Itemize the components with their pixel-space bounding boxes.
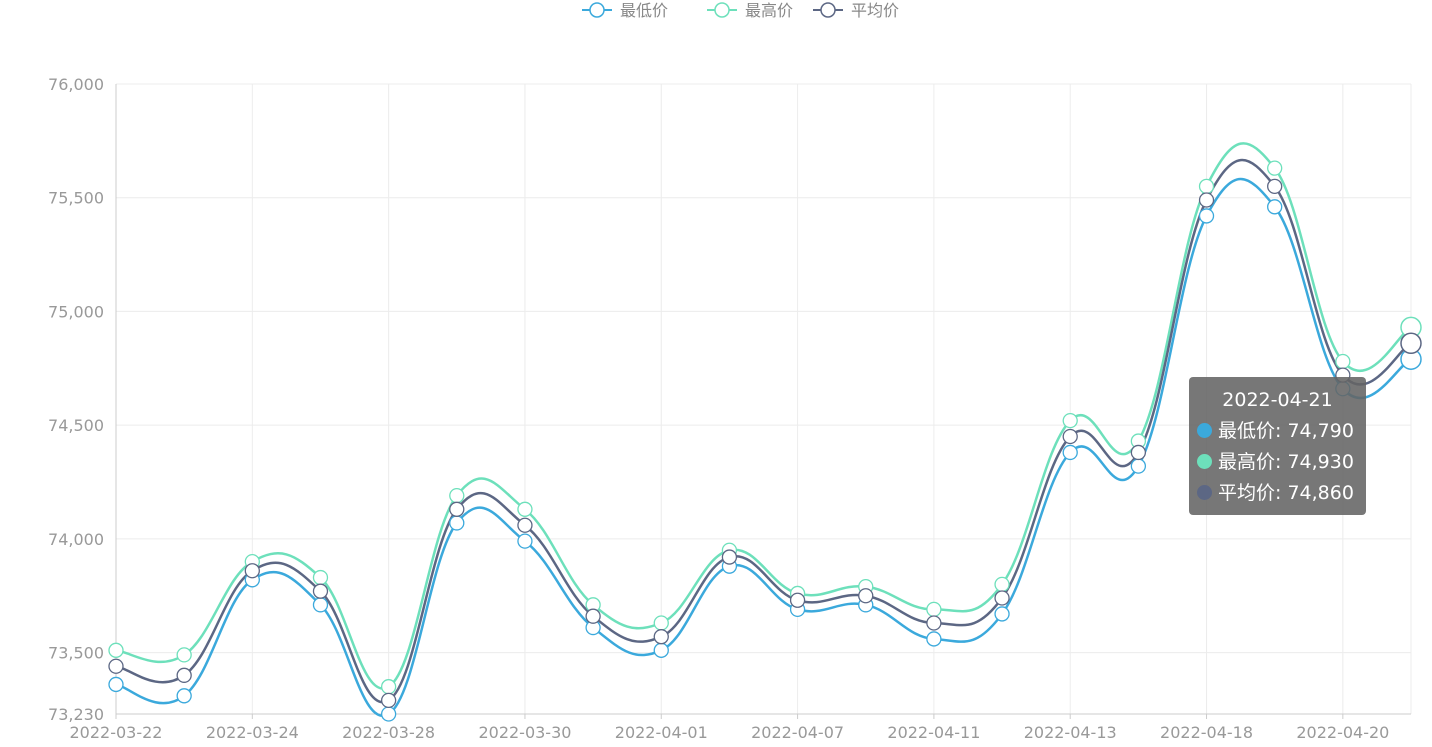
tooltip-row-avg: 平均价: 74,860: [1197, 478, 1358, 509]
tooltip-row-max: 最高价: 74,930: [1197, 447, 1358, 478]
points-layer: [108, 160, 1422, 722]
point-min-2022-04-12: [994, 606, 1010, 622]
point-min-2022-04-18: [1198, 208, 1215, 224]
point-min-2022-03-28: [380, 706, 397, 722]
point-avg-2022-04-19: [1267, 178, 1283, 194]
point-avg-2022-03-25: [312, 583, 329, 599]
legend-label-max: 最高价: [745, 1, 793, 20]
point-max-2022-04-11: [926, 601, 942, 618]
tooltip: 2022-04-21 最低价: 74,790 最高价: 74,930 平均价: …: [1189, 377, 1366, 515]
point-avg-2022-04-08: [858, 588, 874, 604]
point-min-2022-04-19: [1267, 199, 1283, 215]
x-tick-label-2022-04-20: 2022-04-20: [1296, 723, 1389, 742]
tooltip-dot-min: [1197, 423, 1212, 438]
x-tick-label-2022-03-24: 2022-03-24: [206, 723, 299, 742]
point-min-2022-03-25: [312, 597, 329, 613]
tooltip-row-min: 最低价: 74,790: [1197, 416, 1358, 447]
point-max-2022-03-28: [380, 679, 397, 695]
point-min-2022-03-29: [449, 515, 465, 531]
y-tick-label-75500: 75,500: [48, 189, 104, 208]
point-min-2022-03-30: [517, 533, 533, 549]
point-max-2022-04-12: [994, 576, 1010, 593]
tooltip-dot-max: [1197, 454, 1212, 469]
point-avg-2022-03-28: [380, 692, 397, 709]
point-max-2022-04-19: [1267, 160, 1283, 176]
point-max-2022-04-13: [1062, 412, 1078, 429]
legend-label-avg: 平均价: [851, 1, 899, 20]
point-avg-2022-04-18: [1198, 192, 1215, 208]
x-tick-label-2022-04-01: 2022-04-01: [615, 723, 708, 742]
y-tick-label-74500: 74,500: [48, 416, 104, 435]
point-min-2022-04-01: [653, 642, 669, 658]
tooltip-title: 2022-04-21: [1222, 389, 1333, 411]
tooltip-value-min: 最低价: 74,790: [1218, 420, 1354, 442]
point-max-2022-03-29: [449, 488, 465, 504]
point-avg-2022-03-24: [244, 563, 260, 579]
x-tick-label-2022-04-11: 2022-04-11: [887, 723, 980, 742]
tooltip-dot-avg: [1197, 485, 1212, 500]
y-tick-label-75000: 75,000: [48, 302, 104, 321]
x-tick-label-2022-03-22: 2022-03-22: [70, 723, 163, 742]
point-avg-2022-03-22: [108, 658, 124, 674]
point-min-2022-03-23: [176, 688, 192, 704]
point-max-2022-03-25: [312, 569, 329, 586]
point-min-2022-04-14: [1130, 458, 1147, 474]
point-avg-2022-03-31: [585, 608, 601, 624]
point-avg-2022-03-23: [176, 667, 192, 683]
point-min-2022-04-13: [1062, 444, 1078, 461]
legend[interactable]: 最低价 最高价 平均价: [582, 1, 899, 20]
point-avg-2022-03-29: [449, 501, 465, 517]
y-tick-label-76000: 76,000: [48, 75, 104, 94]
x-tick-label-2022-04-07: 2022-04-07: [751, 723, 844, 742]
y-tick-label-74000: 74,000: [48, 530, 104, 549]
point-max-2022-04-20: [1335, 353, 1351, 370]
point-max-2022-03-23: [176, 647, 192, 663]
legend-marker-min: [589, 2, 605, 18]
point-max-2022-04-18: [1198, 178, 1215, 194]
legend-marker-max: [714, 2, 730, 18]
point-min-2022-03-22: [108, 676, 124, 693]
point-avg-2022-03-30: [517, 517, 533, 533]
point-avg-2022-04-21: [1400, 332, 1422, 355]
axes: 73,230 73,500 74,000 74,500 75,000 75,500 76,0…: [48, 75, 1411, 742]
point-max-2022-04-01: [653, 615, 669, 631]
point-avg-2022-04-12: [994, 590, 1010, 606]
tooltip-value-avg: 平均价: 74,860: [1218, 482, 1354, 504]
x-tick-label-2022-03-30: 2022-03-30: [478, 723, 571, 742]
legend-marker-avg: [820, 2, 836, 18]
point-max-2022-03-30: [517, 501, 533, 517]
y-tick-label-73230: 73,230: [48, 705, 104, 724]
x-tick-label-2022-03-28: 2022-03-28: [342, 723, 435, 742]
x-tick-label-2022-04-18: 2022-04-18: [1160, 723, 1253, 742]
point-max-2022-03-22: [108, 642, 124, 658]
tooltip-value-max: 最高价: 74,930: [1218, 451, 1354, 473]
point-avg-2022-04-07: [789, 592, 806, 608]
point-avg-2022-04-01: [653, 629, 669, 645]
point-avg-2022-04-13: [1062, 428, 1078, 445]
point-avg-2022-04-06: [721, 549, 738, 565]
y-tick-label-73500: 73,500: [48, 644, 104, 663]
point-avg-2022-04-14: [1130, 444, 1147, 461]
point-avg-2022-04-11: [926, 615, 942, 631]
x-tick-label-2022-04-13: 2022-04-13: [1024, 723, 1117, 742]
legend-label-min: 最低价: [620, 1, 668, 20]
point-min-2022-04-11: [926, 631, 942, 647]
